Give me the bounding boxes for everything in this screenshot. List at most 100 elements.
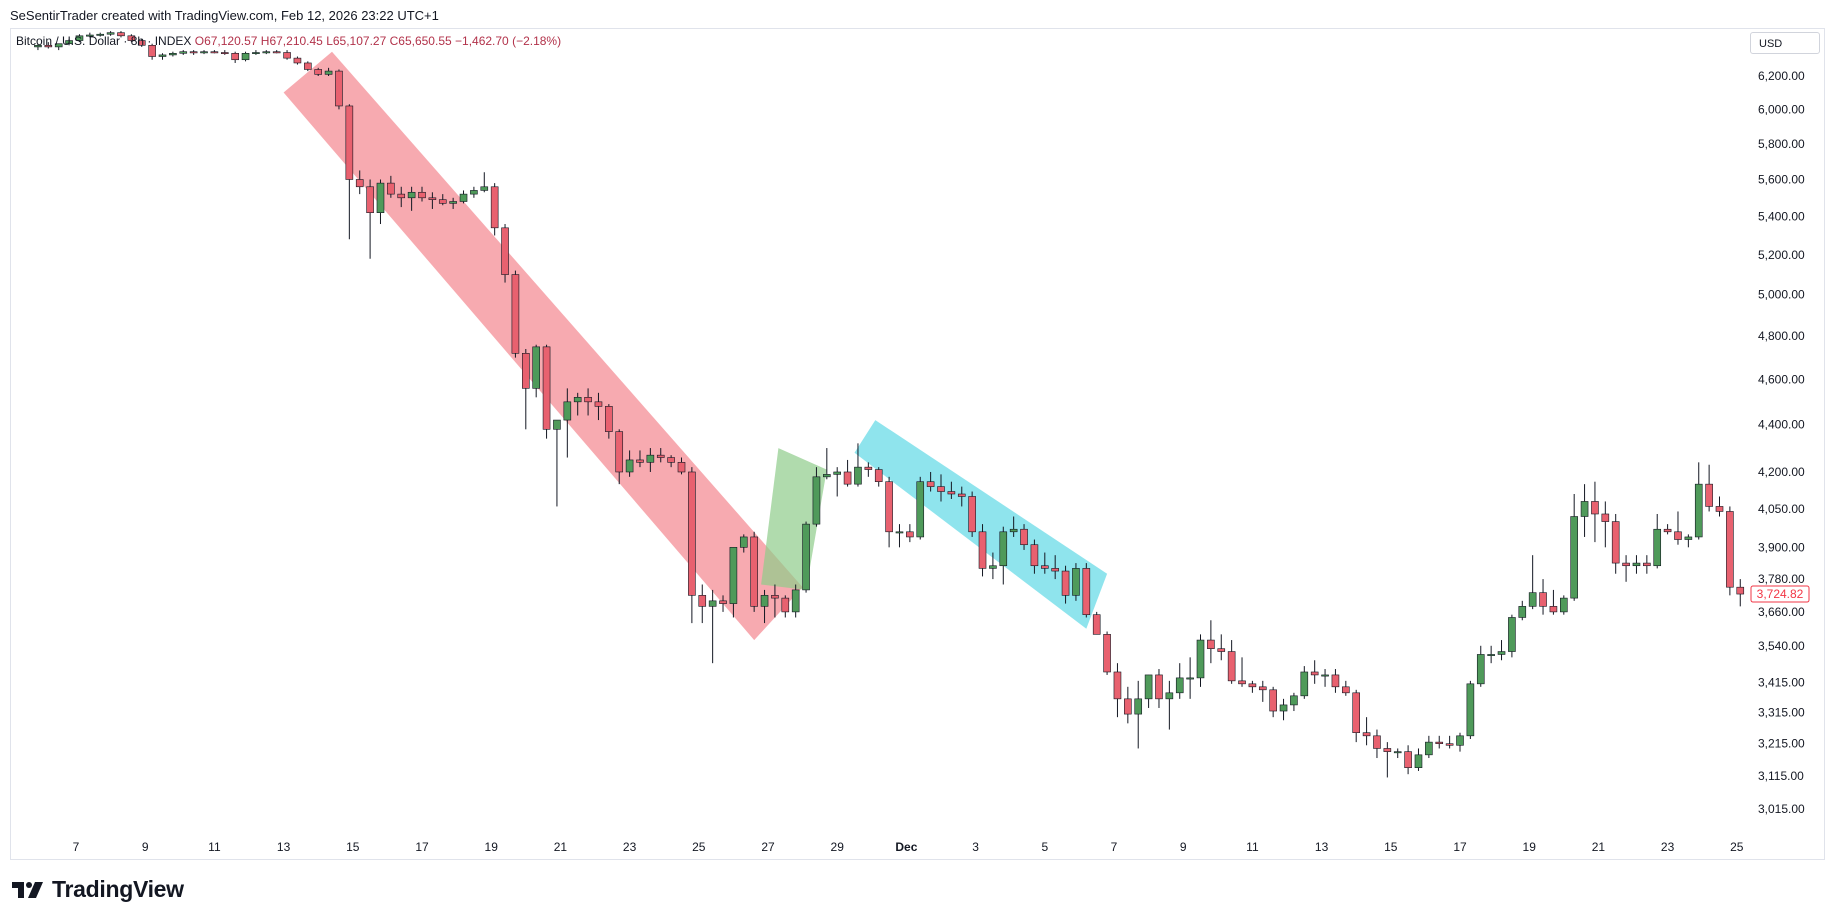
candle — [376, 179, 385, 225]
candle — [989, 552, 997, 580]
last-price-marker: 3,724.82 — [1750, 585, 1810, 603]
candle — [656, 448, 665, 463]
candle — [272, 50, 281, 54]
candle-body — [1653, 528, 1662, 567]
candle-body — [179, 51, 188, 54]
candle — [1342, 680, 1350, 696]
candle — [1134, 680, 1143, 749]
candle-body — [1041, 565, 1049, 569]
price-tick-label: 5,400.00 — [1758, 209, 1805, 223]
candle — [854, 443, 862, 487]
symbol-name: Bitcoin / U.S. Dollar · 8h · INDEX — [16, 34, 192, 48]
candle — [823, 448, 831, 480]
candle — [1020, 524, 1028, 550]
price-tick-label: 4,400.00 — [1758, 418, 1805, 432]
candle — [1009, 516, 1018, 537]
candle — [1601, 501, 1610, 548]
candle-body — [1445, 743, 1454, 746]
candle — [304, 61, 312, 72]
candle — [1258, 680, 1267, 702]
candle — [1144, 674, 1153, 708]
candle — [459, 190, 468, 204]
candle — [355, 170, 364, 195]
candle — [947, 481, 956, 499]
price-tick-label: 3,780.00 — [1758, 572, 1805, 586]
candle — [220, 50, 229, 55]
candle-body — [1196, 639, 1205, 679]
candle-body — [272, 51, 281, 54]
price-tick-label: 4,050.00 — [1758, 502, 1805, 516]
candle — [1155, 669, 1163, 708]
candle-body — [293, 57, 302, 64]
candle-body — [220, 52, 229, 54]
candle-body — [1539, 592, 1547, 607]
candle-body — [96, 33, 105, 36]
candle — [1124, 686, 1132, 724]
candle-body — [1362, 732, 1371, 737]
candle — [428, 192, 437, 209]
candle-body — [625, 459, 634, 473]
candle-body — [1663, 528, 1672, 533]
candle — [1684, 534, 1693, 548]
candle-body — [833, 471, 842, 475]
candle-body — [854, 466, 862, 485]
candle-body — [1186, 677, 1194, 680]
candle — [584, 388, 592, 416]
candle — [44, 42, 53, 49]
candle-body — [283, 52, 291, 59]
candle — [1476, 645, 1485, 687]
candle-body — [771, 595, 779, 599]
price-tick-label: 4,800.00 — [1758, 329, 1805, 343]
candle-body — [65, 40, 73, 45]
candle — [148, 43, 156, 60]
red-channel — [283, 51, 803, 641]
candle-body — [44, 45, 53, 48]
candle-body — [947, 491, 956, 495]
price-tick-label: 3,660.00 — [1758, 605, 1805, 619]
candle — [1518, 600, 1527, 621]
time-tick-label: 3 — [972, 840, 979, 854]
candle — [542, 344, 551, 439]
currency-selector[interactable]: USD — [1750, 32, 1820, 54]
candle — [999, 526, 1008, 585]
candle-body — [252, 52, 260, 54]
candle — [169, 51, 177, 57]
candle — [1560, 595, 1568, 615]
candle — [750, 531, 758, 612]
candle — [1736, 579, 1745, 607]
candle-body — [1684, 536, 1693, 540]
symbol-legend[interactable]: Bitcoin / U.S. Dollar · 8h · INDEX O67,1… — [16, 34, 561, 48]
candle-body — [719, 600, 727, 604]
candle — [615, 429, 624, 485]
candle — [470, 186, 478, 198]
chart-frame[interactable] — [10, 28, 1825, 860]
candle-body — [1165, 692, 1174, 700]
candle — [667, 455, 675, 468]
price-tick-label: 5,800.00 — [1758, 137, 1805, 151]
close-value: C65,650.55 — [389, 34, 452, 48]
candle-body — [418, 191, 426, 199]
candle — [646, 448, 655, 472]
candle — [1674, 511, 1682, 545]
candle — [1622, 555, 1630, 582]
candle — [1238, 657, 1246, 687]
candle — [65, 38, 73, 46]
candle — [1103, 631, 1111, 675]
candle-body — [1207, 639, 1215, 649]
candle-body — [999, 531, 1008, 567]
candles — [34, 31, 1745, 778]
tradingview-logo[interactable]: TradingView — [12, 876, 184, 903]
candle — [1580, 484, 1589, 537]
time-tick-label: 17 — [1453, 840, 1467, 854]
candle — [490, 183, 499, 236]
candle — [127, 34, 136, 43]
candle — [1113, 663, 1122, 718]
candle — [1570, 493, 1578, 601]
candle — [241, 51, 250, 62]
candle — [1061, 565, 1070, 604]
candle-body — [1518, 606, 1527, 618]
candle-body — [802, 523, 810, 591]
time-tick-label: 25 — [692, 840, 706, 854]
candle — [1705, 464, 1713, 512]
